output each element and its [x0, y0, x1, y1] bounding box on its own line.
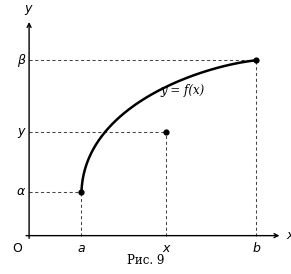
Text: y: y — [17, 125, 25, 138]
Text: b: b — [252, 242, 260, 255]
Text: α: α — [17, 185, 25, 198]
Text: x: x — [287, 229, 291, 242]
Text: y = f(x): y = f(x) — [160, 84, 204, 97]
Point — [164, 129, 168, 134]
Text: O: O — [12, 242, 22, 255]
Text: β: β — [17, 54, 25, 67]
Point — [79, 190, 84, 194]
Text: x: x — [162, 242, 170, 255]
Point — [254, 58, 258, 62]
Text: a: a — [78, 242, 85, 255]
Text: Рис. 9: Рис. 9 — [127, 254, 164, 267]
Text: y: y — [24, 2, 31, 15]
